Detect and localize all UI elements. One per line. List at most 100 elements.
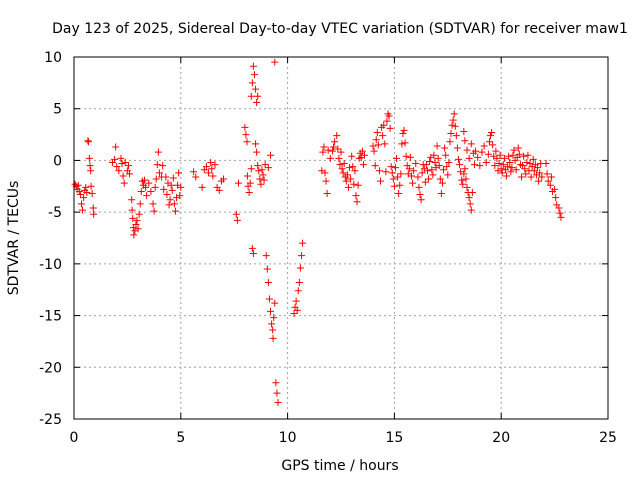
x-tick-label: 10 — [279, 430, 297, 446]
data-point — [246, 179, 254, 187]
x-tick-label: 0 — [70, 430, 79, 446]
data-point — [120, 179, 128, 187]
data-point — [135, 210, 143, 218]
data-point — [426, 157, 434, 165]
data-point — [233, 216, 241, 224]
data-point — [209, 172, 217, 180]
data-point — [406, 153, 414, 161]
data-point — [468, 188, 476, 196]
data-point — [220, 175, 228, 183]
data-point — [418, 169, 426, 177]
data-point — [272, 379, 280, 387]
data-point — [447, 130, 455, 138]
data-point — [484, 150, 492, 158]
data-point — [162, 173, 170, 181]
data-point — [320, 143, 328, 151]
data-point — [255, 167, 263, 175]
data-point — [551, 185, 559, 193]
data-point — [133, 216, 141, 224]
data-point — [536, 169, 544, 177]
data-point — [83, 188, 91, 196]
data-point — [90, 210, 98, 218]
data-point — [499, 161, 507, 169]
data-point — [448, 121, 456, 129]
data-point — [198, 183, 206, 191]
data-point — [465, 154, 473, 162]
data-point — [388, 169, 396, 177]
data-point — [150, 207, 158, 215]
data-point — [416, 191, 424, 199]
data-point — [140, 176, 148, 184]
data-point — [118, 160, 126, 168]
y-tick-label: 0 — [53, 153, 62, 169]
data-point — [407, 172, 415, 180]
data-point — [129, 214, 137, 222]
data-point — [498, 169, 506, 177]
data-point — [149, 200, 157, 208]
data-point — [520, 152, 528, 160]
data-point — [467, 206, 475, 214]
data-point — [369, 142, 377, 150]
data-point — [334, 145, 342, 153]
data-point — [512, 166, 520, 174]
data-point — [517, 173, 525, 181]
x-tick-label: 25 — [599, 430, 617, 446]
data-point — [507, 168, 515, 176]
data-point — [435, 162, 443, 170]
data-point — [422, 161, 430, 169]
data-point — [347, 175, 355, 183]
data-point — [461, 165, 469, 173]
data-point — [450, 110, 458, 118]
data-point — [207, 158, 215, 166]
data-point — [482, 158, 490, 166]
data-point — [299, 239, 307, 247]
data-point — [358, 147, 366, 155]
data-point — [87, 182, 95, 190]
data-point — [527, 173, 535, 181]
data-point — [136, 200, 144, 208]
data-point — [296, 264, 304, 272]
data-point — [412, 160, 420, 168]
data-point — [429, 171, 437, 179]
data-point — [254, 92, 262, 100]
data-point — [514, 144, 522, 152]
data-point — [476, 162, 484, 170]
data-point — [454, 155, 462, 163]
data-point — [167, 181, 175, 189]
data-point — [271, 299, 279, 307]
data-point — [360, 151, 368, 159]
data-point — [82, 183, 90, 191]
data-point — [428, 166, 436, 174]
data-point — [254, 162, 262, 170]
data-point — [171, 207, 179, 215]
data-point — [556, 209, 564, 217]
data-point — [390, 182, 398, 190]
data-point — [166, 196, 174, 204]
data-point — [241, 123, 249, 131]
data-point — [145, 179, 153, 187]
data-point — [335, 154, 343, 162]
data-point — [328, 147, 336, 155]
data-point — [293, 306, 301, 314]
data-point — [242, 131, 250, 139]
data-point — [192, 173, 200, 181]
data-point — [84, 137, 92, 145]
data-point — [352, 192, 360, 200]
data-point — [462, 175, 470, 183]
data-point — [323, 190, 331, 198]
data-point — [292, 297, 300, 305]
data-point — [529, 155, 537, 163]
data-point — [75, 187, 83, 195]
data-point — [400, 126, 408, 134]
data-point — [247, 165, 255, 173]
data-point — [496, 151, 504, 159]
data-point — [270, 314, 278, 322]
data-point — [321, 169, 329, 177]
data-point — [379, 132, 387, 140]
data-point — [160, 185, 168, 193]
data-point — [387, 163, 395, 171]
data-point — [343, 171, 351, 179]
data-point — [208, 165, 216, 173]
data-point — [391, 164, 399, 172]
